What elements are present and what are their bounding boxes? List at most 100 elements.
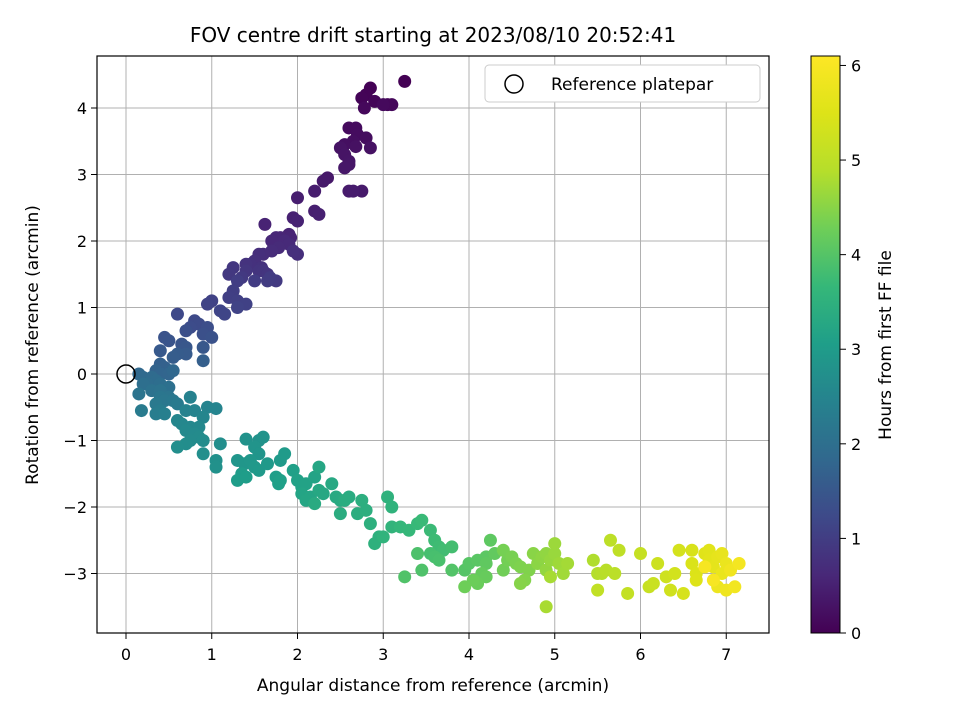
data-point <box>196 410 210 424</box>
colorbar-tick-label: 3 <box>851 340 861 359</box>
data-point <box>689 573 703 587</box>
x-tick-label: 3 <box>378 645 388 664</box>
data-point <box>205 330 219 344</box>
data-point <box>715 547 729 561</box>
data-point <box>586 553 600 567</box>
colorbar-label: Hours from first FF file <box>876 250 896 440</box>
data-point <box>209 402 223 416</box>
data-point <box>260 274 274 288</box>
data-point <box>209 460 223 474</box>
data-point <box>286 244 300 258</box>
data-point <box>664 583 678 597</box>
y-tick-label: −1 <box>63 432 87 451</box>
data-point <box>591 583 605 597</box>
y-axis-ticks: −3 −2 −1 0 1 2 3 4 <box>63 99 97 584</box>
y-tick-label: 4 <box>77 99 87 118</box>
data-point <box>672 543 686 557</box>
data-point <box>196 447 210 461</box>
data-point <box>415 513 429 527</box>
colorbar-tick-label: 6 <box>851 56 861 75</box>
y-tick-label: 3 <box>77 166 87 185</box>
data-point <box>134 404 148 418</box>
data-point <box>698 560 712 574</box>
colorbar-tick-label: 4 <box>851 246 861 265</box>
data-point <box>548 537 562 551</box>
data-point <box>539 600 553 614</box>
colorbar-frame <box>810 55 841 634</box>
data-point <box>278 447 292 461</box>
data-point <box>357 101 371 115</box>
data-point <box>286 463 300 477</box>
data-point <box>333 507 347 521</box>
data-point <box>359 503 373 517</box>
data-point <box>248 274 262 288</box>
data-point <box>445 563 459 577</box>
y-tick-label: 2 <box>77 232 87 251</box>
data-point <box>196 340 210 354</box>
data-point <box>196 354 210 368</box>
x-tick-label: 6 <box>635 645 645 664</box>
data-point <box>363 517 377 531</box>
data-point <box>200 297 214 311</box>
data-point <box>676 586 690 600</box>
colorbar: 0 1 2 3 4 5 6 Hours from first FF file <box>810 55 896 643</box>
data-point <box>258 217 272 231</box>
data-point <box>183 390 197 404</box>
colorbar-tick-label: 0 <box>851 624 861 643</box>
data-point <box>316 174 330 188</box>
y-axis-label: Rotation from reference (arcmin) <box>23 205 43 485</box>
data-point <box>338 161 352 175</box>
data-point <box>153 344 167 358</box>
data-point <box>355 91 369 105</box>
data-point <box>196 434 210 447</box>
legend-label: Reference platepar <box>551 75 713 95</box>
data-point <box>170 440 184 454</box>
x-tick-label: 1 <box>207 645 217 664</box>
data-point <box>308 184 322 198</box>
data-point <box>166 350 180 364</box>
colorbar-ticks: 0 1 2 3 4 5 6 <box>840 56 861 643</box>
data-point <box>338 493 352 507</box>
data-point <box>513 576 527 590</box>
data-point <box>359 131 373 145</box>
data-point <box>363 141 377 155</box>
data-point <box>239 432 253 446</box>
data-point <box>260 457 274 471</box>
y-tick-label: −3 <box>63 565 87 584</box>
data-point <box>132 387 146 401</box>
colorbar-tick-label: 5 <box>851 151 861 170</box>
colorbar-tick-label: 1 <box>851 529 861 548</box>
data-point <box>312 460 326 474</box>
data-point <box>548 547 562 561</box>
legend-box <box>484 64 761 103</box>
x-tick-label: 4 <box>464 645 474 664</box>
data-point <box>170 307 184 321</box>
data-point <box>256 430 270 444</box>
reference-marker <box>116 364 136 384</box>
data-point <box>349 140 363 154</box>
data-point <box>158 407 172 421</box>
data-point <box>308 470 322 484</box>
data-point <box>385 500 399 514</box>
legend-marker <box>504 74 524 94</box>
data-point <box>376 98 390 112</box>
data-point <box>166 364 180 378</box>
plot-frame <box>96 55 770 634</box>
data-point <box>423 523 437 537</box>
data-point <box>483 533 497 547</box>
data-point <box>273 473 287 487</box>
data-point <box>291 191 304 205</box>
data-point <box>685 557 699 571</box>
data-point <box>325 477 339 491</box>
data-point <box>479 557 493 571</box>
legend: Reference platepar <box>484 64 761 103</box>
data-point <box>634 547 647 561</box>
data-point <box>376 530 390 544</box>
data-point <box>308 497 322 511</box>
data-point <box>556 567 570 580</box>
data-point <box>230 301 244 314</box>
y-tick-label: 1 <box>77 299 87 318</box>
data-point <box>432 553 446 567</box>
data-point <box>291 214 304 228</box>
